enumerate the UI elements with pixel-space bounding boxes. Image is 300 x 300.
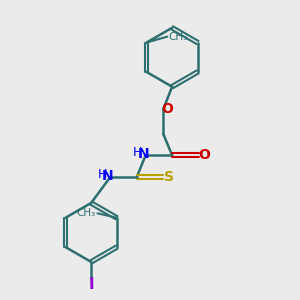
Text: O: O: [198, 148, 210, 162]
Text: N: N: [102, 169, 114, 183]
Text: O: O: [162, 102, 174, 116]
Text: H: H: [97, 168, 107, 181]
Text: CH₃: CH₃: [169, 32, 188, 42]
Text: I: I: [88, 278, 94, 292]
Text: CH₃: CH₃: [77, 208, 96, 218]
Text: N: N: [137, 147, 149, 161]
Text: S: S: [164, 170, 174, 184]
Text: H: H: [133, 146, 142, 159]
